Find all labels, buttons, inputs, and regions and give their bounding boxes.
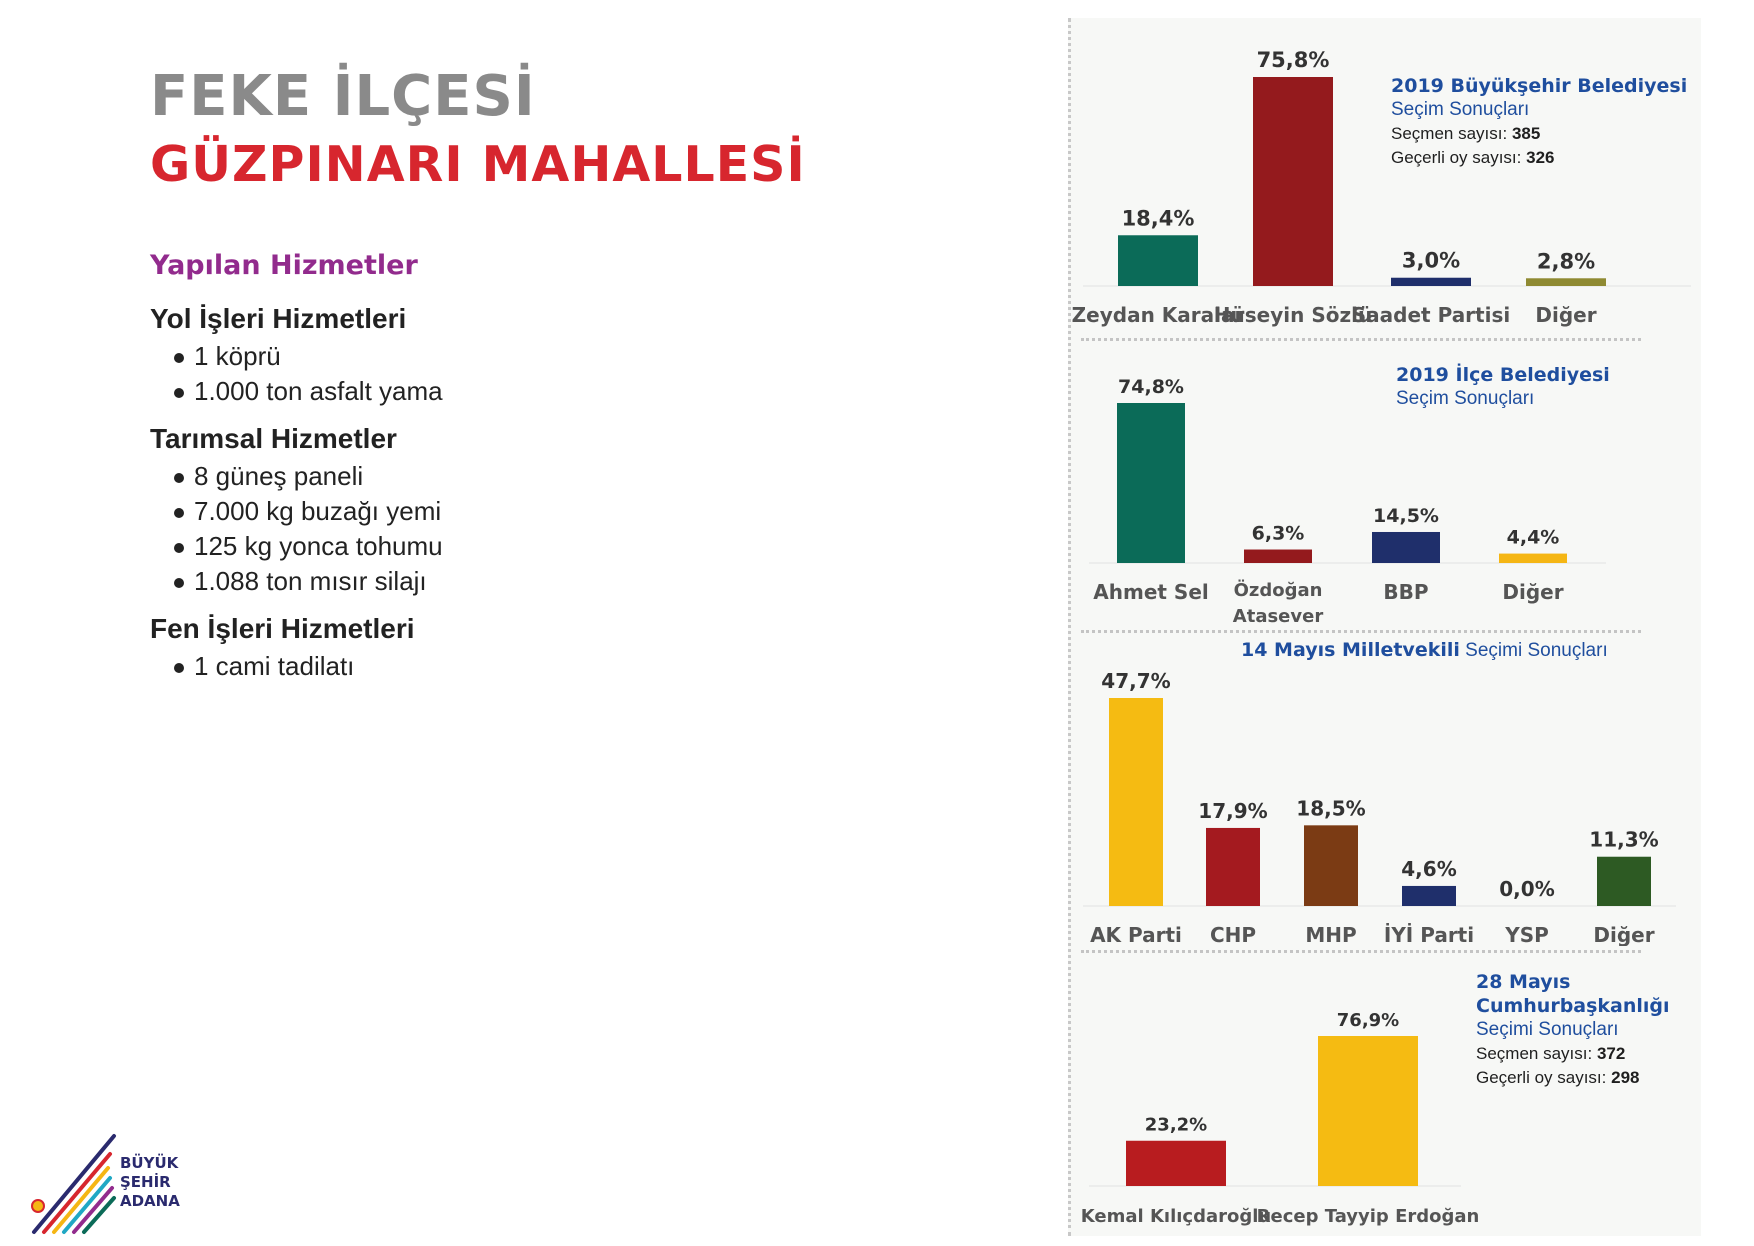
page-title: FEKE İLÇESİ	[150, 64, 536, 129]
bar	[1118, 235, 1198, 286]
data-label: 23,2%	[1145, 1115, 1207, 1136]
valid-votes-row: Geçerli oy sayısı: 298	[1476, 1068, 1640, 1087]
chart-subtitle: Seçimi Sonuçları	[1465, 640, 1608, 661]
category-label: Ahmet Sel	[1093, 580, 1208, 604]
data-label: 3,0%	[1402, 249, 1460, 273]
data-label: 18,4%	[1122, 206, 1195, 230]
chart-title: 2019 İlçe Belediyesi	[1396, 364, 1610, 386]
chart-presidential-may28: 23,2% Kemal Kılıçdaroğlu 76,9% Recep Tayyip…	[1081, 1010, 1480, 1227]
chart-metropolitan-2019: 18,4% Zeydan Karalar 75,8% Hüseyin Sözlü 3,0…	[1072, 48, 1691, 327]
data-label: 18,5%	[1296, 796, 1365, 820]
data-label: 6,3%	[1252, 523, 1305, 545]
service-group-title: Fen İşleri Hizmetleri	[150, 613, 415, 644]
bar	[1304, 825, 1358, 906]
results-panel: 18,4% Zeydan Karalar 75,8% Hüseyin Sözlü 3,0…	[1068, 18, 1701, 1236]
data-label: 74,8%	[1118, 376, 1184, 398]
chart-subtitle: Seçim Sonuçları	[1396, 388, 1535, 409]
service-item: 125 kg yonca tohumu	[174, 529, 850, 564]
bar	[1402, 885, 1456, 906]
chart-title: 2019 Büyükşehir Belediyesi	[1391, 75, 1688, 97]
category-label: Özdoğan	[1234, 579, 1323, 601]
bar	[1526, 278, 1606, 286]
chart-district-2019: 74,8% Ahmet Sel 6,3% Özdoğan Atasever 14,5% BB…	[1089, 376, 1606, 627]
service-group-road: Yol İşleri Hizmetleri 1 köprü 1.000 ton …	[150, 303, 850, 409]
bar	[1597, 856, 1651, 906]
category-label: Kemal Kılıçdaroğlu	[1081, 1206, 1271, 1227]
services-section: Yapılan Hizmetler Yol İşleri Hizmetleri …	[150, 250, 850, 698]
bar	[1253, 77, 1333, 286]
category-label: AK Parti	[1090, 923, 1182, 946]
data-label: 4,6%	[1401, 857, 1456, 881]
service-item: 1 cami tadilatı	[174, 649, 850, 684]
category-label: Zeydan Karalar	[1072, 303, 1245, 327]
category-label: İYİ Parti	[1384, 923, 1474, 946]
service-group-title: Tarımsal Hizmetler	[150, 423, 397, 454]
bar	[1499, 553, 1567, 563]
service-item: 1.000 ton asfalt yama	[174, 374, 850, 409]
category-label: Saadet Partisi	[1352, 303, 1510, 327]
data-label: 4,4%	[1507, 527, 1560, 549]
divider	[1081, 950, 1641, 953]
services-heading: Yapılan Hizmetler	[150, 250, 418, 281]
valid-votes-count: 326	[1526, 148, 1555, 167]
chart-title: 28 Mayıs Cumhurbaşkanlığı	[1476, 971, 1670, 1017]
chart-info-district: 2019 İlçe Belediyesi Seçim Sonuçları	[1396, 363, 1610, 411]
voters-count: 385	[1511, 124, 1541, 143]
chart-subtitle: Seçim Sonuçları	[1391, 99, 1530, 120]
valid-votes-count: 298	[1611, 1068, 1640, 1087]
bar	[1318, 1036, 1418, 1186]
service-item: 1 köprü	[174, 339, 850, 374]
bar	[1206, 827, 1260, 906]
service-item: 7.000 kg buzağı yemi	[174, 494, 850, 529]
category-label: Atasever	[1233, 606, 1324, 627]
category-label: Recep Tayyip Erdoğan	[1257, 1206, 1480, 1227]
valid-votes-row: Geçerli oy sayısı: 326	[1391, 148, 1555, 167]
bar	[1117, 403, 1185, 563]
category-label: MHP	[1305, 923, 1356, 946]
category-label: YSP	[1504, 923, 1549, 946]
voters-row: Seçmen sayısı: 385	[1391, 124, 1541, 143]
category-label: Diğer	[1593, 923, 1654, 946]
chart-title: 14 Mayıs Milletvekili	[1241, 639, 1460, 661]
category-label: CHP	[1210, 923, 1256, 946]
logo-text: BÜYÜK ŞEHİR ADANA	[120, 1154, 180, 1210]
service-group-agriculture: Tarımsal Hizmetler 8 güneş paneli 7.000 …	[150, 423, 850, 599]
data-label: 47,7%	[1101, 669, 1170, 693]
service-item: 8 güneş paneli	[174, 459, 850, 494]
divider	[1081, 630, 1641, 633]
voters-count: 372	[1596, 1044, 1626, 1063]
chart-subtitle: Seçimi Sonuçları	[1476, 1019, 1619, 1040]
chart-info-parliament: 14 Mayıs Milletvekili Seçimi Sonuçları	[1241, 638, 1608, 663]
data-label: 17,9%	[1198, 799, 1267, 823]
divider	[1081, 338, 1641, 341]
bar	[1372, 531, 1440, 563]
bar	[1126, 1140, 1226, 1186]
bar	[1109, 698, 1163, 906]
data-label: 76,9%	[1337, 1010, 1399, 1031]
data-label: 14,5%	[1373, 505, 1439, 527]
chart-info-presidential: 28 Mayıs Cumhurbaşkanlığı Seçimi Sonuçla…	[1476, 970, 1686, 1090]
category-label: Diğer	[1535, 303, 1596, 327]
category-label: Diğer	[1502, 580, 1563, 604]
category-label: BBP	[1383, 580, 1428, 604]
data-label: 11,3%	[1589, 828, 1658, 852]
chart-parliament-may14: 47,7% AK Parti 17,9% CHP 18,5% MHP 4,6% İYİ Par…	[1083, 669, 1676, 946]
service-group-science: Fen İşleri Hizmetleri 1 cami tadilatı	[150, 613, 850, 684]
chart-info-metropolitan: 2019 Büyükşehir Belediyesi Seçim Sonuçla…	[1391, 74, 1687, 170]
data-label: 2,8%	[1537, 249, 1595, 273]
bar	[1244, 549, 1312, 563]
data-label: 75,8%	[1257, 48, 1330, 72]
service-item: 1.088 ton mısır silajı	[174, 564, 850, 599]
buyuksehir-adana-logo	[31, 1134, 116, 1234]
voters-row: Seçmen sayısı: 372	[1476, 1044, 1626, 1063]
bar	[1391, 277, 1471, 286]
data-label: 0,0%	[1499, 877, 1554, 901]
service-group-title: Yol İşleri Hizmetleri	[150, 303, 407, 334]
category-label: Hüseyin Sözlü	[1214, 303, 1372, 327]
page-subtitle: GÜZPINARI MAHALLESİ	[150, 136, 806, 193]
